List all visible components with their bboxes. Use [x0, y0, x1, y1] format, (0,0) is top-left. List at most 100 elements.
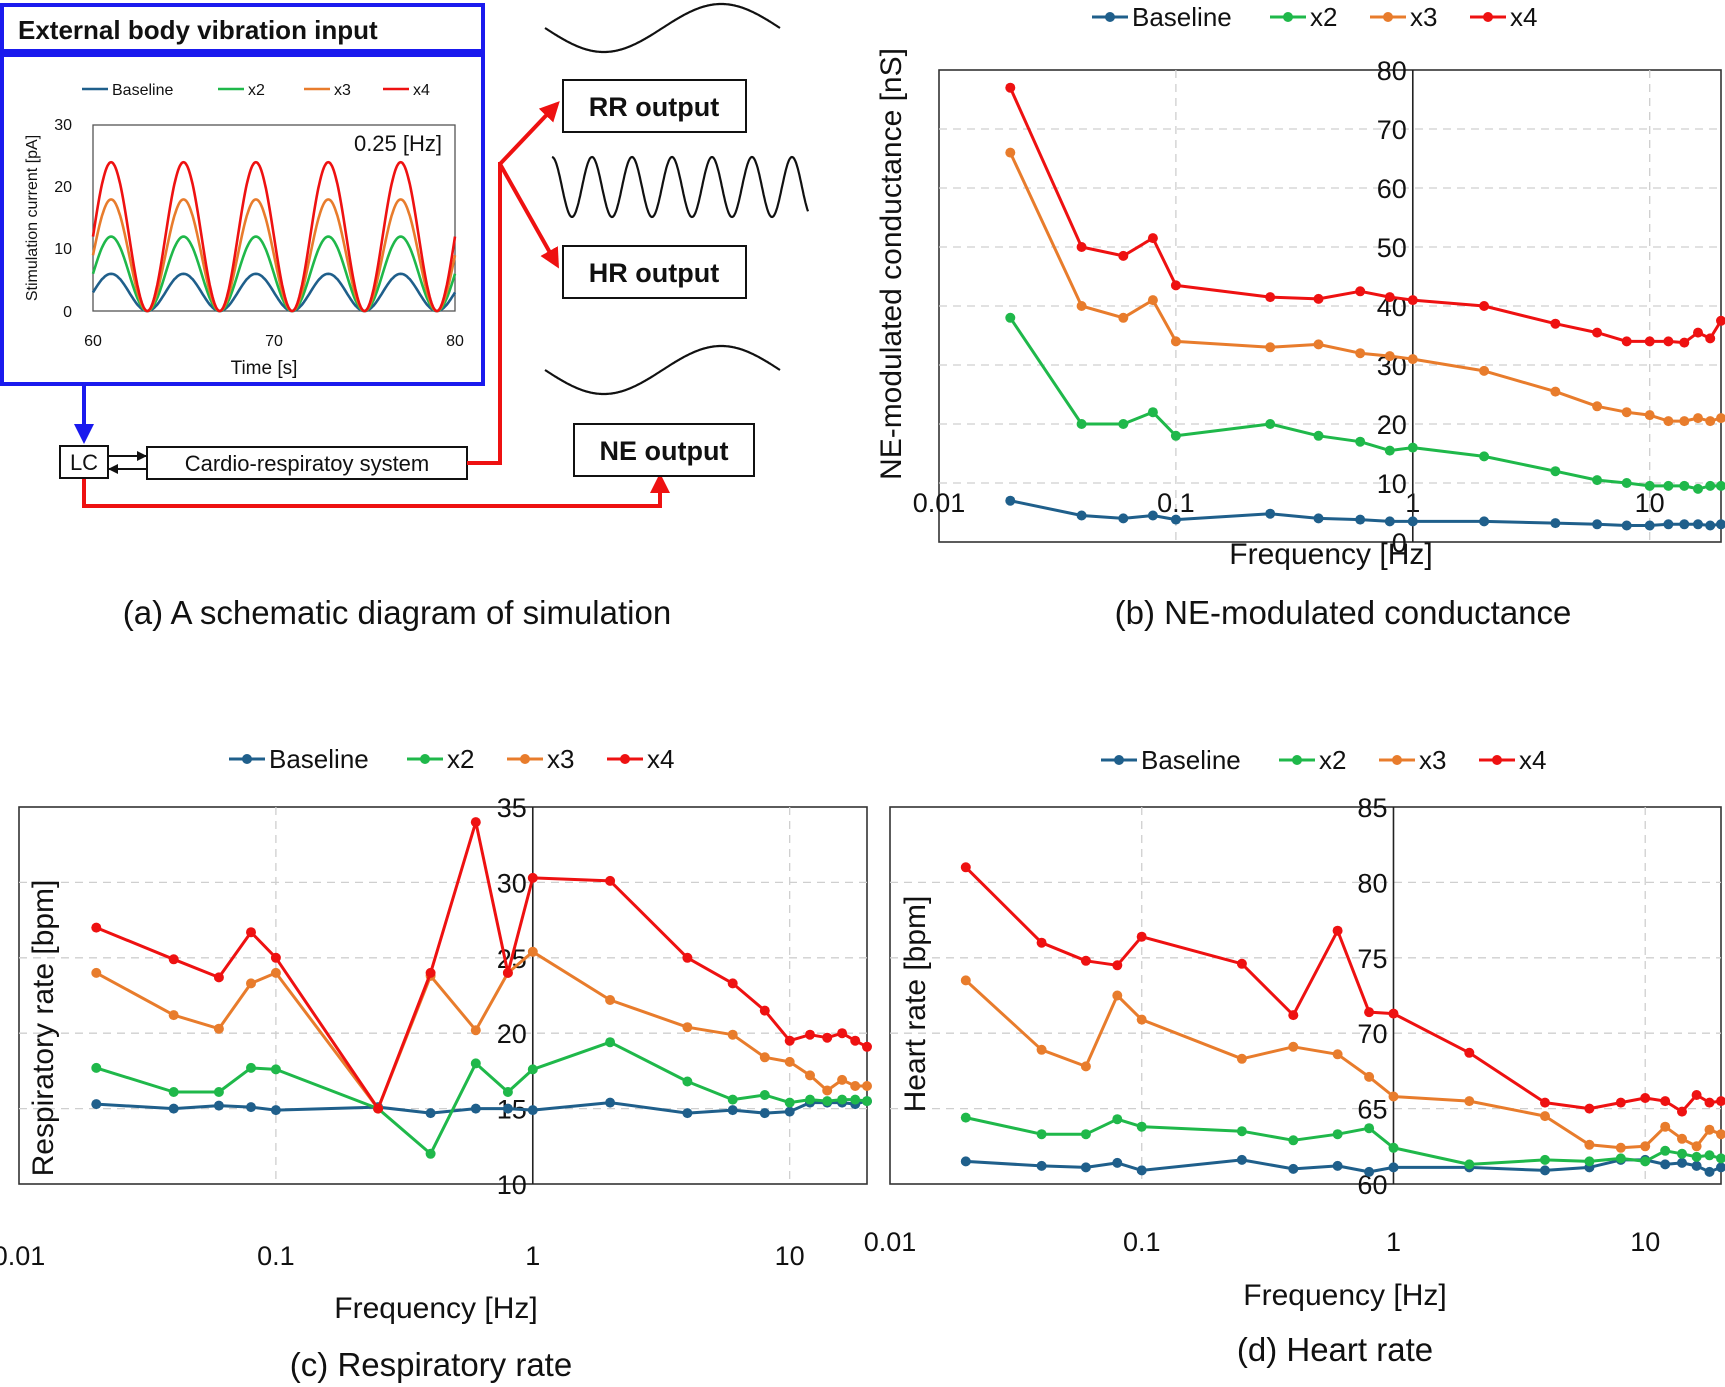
legend-label: x3 — [547, 744, 574, 774]
stim-ytick: 0 — [63, 304, 72, 321]
data-point-baseline — [759, 1108, 770, 1119]
series-line-x3 — [964, 979, 1722, 1150]
ytick-label: 80 — [1377, 56, 1407, 86]
data-point-x4 — [862, 1041, 872, 1052]
xtick-label: 0.01 — [0, 1241, 45, 1271]
data-point-baseline — [1332, 1160, 1343, 1171]
data-point-x4 — [425, 967, 436, 978]
data-point-x3 — [1691, 1141, 1702, 1152]
data-point-x3 — [168, 1010, 179, 1021]
ne-output-label: NE output — [600, 436, 729, 466]
data-point-x2 — [1464, 1159, 1475, 1170]
vibration-title-box — [0, 3, 485, 53]
data-point-baseline — [1479, 516, 1490, 527]
data-point-x3 — [270, 967, 281, 978]
xlabel-b: Frequency [Hz] — [1229, 538, 1432, 571]
data-point-x2 — [727, 1094, 738, 1105]
legend-label: x2 — [1310, 2, 1337, 32]
data-point-x4 — [1364, 1007, 1375, 1018]
data-point-x3 — [1136, 1014, 1147, 1025]
stim-ytick: 20 — [54, 179, 72, 196]
stim-legend-label: Baseline — [112, 82, 173, 99]
stim-frequency-annotation: 0.25 [Hz] — [354, 131, 442, 156]
data-point-x4 — [1005, 82, 1016, 93]
data-point-x3 — [1677, 1133, 1687, 1144]
data-point-x4 — [91, 922, 102, 933]
stim-legend-label: x4 — [413, 82, 430, 99]
data-point-x2 — [1716, 480, 1725, 491]
data-point-x2 — [1364, 1123, 1375, 1134]
data-point-x4 — [1080, 955, 1091, 966]
legend-label: Baseline — [1132, 2, 1232, 32]
data-point-x4 — [1136, 931, 1147, 942]
data-point-baseline — [1407, 516, 1418, 527]
data-point-x3 — [1716, 413, 1725, 424]
data-point-x3 — [727, 1029, 738, 1040]
data-point-x3 — [1384, 351, 1395, 362]
stim-xlabel: Time [s] — [231, 358, 298, 379]
data-point-x2 — [1704, 1150, 1715, 1161]
series-line-x2 — [95, 1040, 868, 1156]
ytick-label: 75 — [1357, 944, 1387, 974]
data-point-x3 — [1332, 1049, 1343, 1060]
ytick-label: 20 — [1377, 410, 1407, 440]
data-point-x2 — [862, 1096, 872, 1107]
ne-output-box — [573, 423, 755, 477]
legend-marker — [620, 754, 630, 764]
ytick-label: 70 — [1377, 115, 1407, 145]
data-point-x4 — [1644, 336, 1655, 347]
xtick-label: 10 — [1630, 1227, 1660, 1257]
data-point-baseline — [1364, 1166, 1375, 1177]
data-point-baseline — [1550, 518, 1561, 529]
series-line-baseline — [965, 1158, 1722, 1174]
data-point-x4 — [682, 952, 693, 963]
legend-marker — [1292, 755, 1302, 765]
data-point-baseline — [1660, 1159, 1671, 1170]
data-point-x4 — [246, 927, 256, 938]
data-point-x2 — [1705, 480, 1716, 491]
series-line-x2 — [965, 1116, 1722, 1166]
series-line-x3 — [1008, 151, 1722, 423]
legend-marker — [1483, 12, 1493, 22]
data-point-x3 — [1550, 386, 1561, 397]
series-line-x4 — [95, 820, 868, 1111]
data-point-baseline — [1679, 519, 1690, 530]
legend-d: Baseline x2 x3 x4 — [1101, 745, 1546, 775]
data-point-x4 — [373, 1103, 384, 1114]
legend-marker — [1283, 12, 1293, 22]
data-point-baseline — [1288, 1163, 1299, 1174]
data-point-x3 — [1364, 1071, 1375, 1082]
data-point-x4 — [1704, 1097, 1715, 1108]
rr-arrow — [498, 101, 560, 166]
data-point-x2 — [784, 1097, 795, 1108]
data-point-x4 — [1677, 1106, 1687, 1117]
data-point-baseline — [1592, 519, 1603, 530]
data-point-x2 — [527, 1064, 538, 1075]
data-point-baseline — [470, 1103, 481, 1114]
legend-marker — [1114, 755, 1124, 765]
data-point-baseline — [1704, 1166, 1715, 1177]
data-point-x2 — [1640, 1156, 1651, 1167]
legend-marker — [520, 754, 530, 764]
data-point-x4 — [1615, 1097, 1626, 1108]
data-point-baseline — [1355, 514, 1366, 525]
data-point-x4 — [805, 1029, 815, 1040]
data-point-x2 — [1550, 466, 1561, 477]
data-point-x3 — [784, 1056, 795, 1067]
legend-marker — [1105, 12, 1115, 22]
data-point-baseline — [1693, 519, 1703, 530]
data-point-x3 — [1640, 1141, 1651, 1152]
data-point-x3 — [1479, 365, 1490, 376]
legend-label: x4 — [647, 744, 674, 774]
data-point-baseline — [502, 1103, 513, 1114]
hr-arrow — [498, 163, 559, 269]
ytick-label: 85 — [1357, 793, 1387, 823]
xtick-label: 0.1 — [257, 1241, 295, 1271]
data-point-x4 — [1236, 958, 1247, 969]
series-line-baseline — [1009, 499, 1722, 527]
legend-marker — [420, 754, 430, 764]
data-point-baseline — [1384, 516, 1395, 527]
data-point-x2 — [1118, 419, 1129, 429]
data-point-x2 — [837, 1094, 848, 1105]
data-point-x3 — [862, 1081, 872, 1091]
